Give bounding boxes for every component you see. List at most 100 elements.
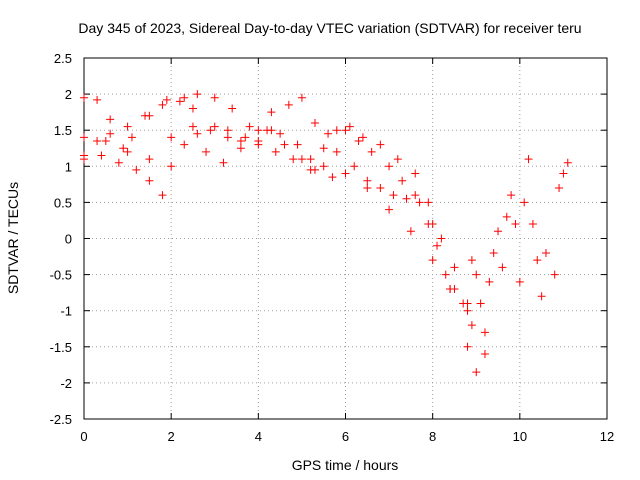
data-point xyxy=(167,162,176,171)
data-point xyxy=(145,111,154,120)
data-point xyxy=(441,270,450,279)
data-point xyxy=(463,342,472,351)
data-point xyxy=(188,104,197,113)
data-point xyxy=(507,191,516,200)
data-point xyxy=(228,104,237,113)
data-point xyxy=(555,183,564,192)
data-point xyxy=(367,147,376,156)
x-tick-label: 6 xyxy=(342,429,349,444)
data-point xyxy=(428,220,437,229)
data-point xyxy=(223,126,232,135)
data-point xyxy=(385,162,394,171)
data-point xyxy=(206,126,215,135)
data-point xyxy=(93,137,102,146)
data-point xyxy=(541,248,550,257)
data-point xyxy=(145,155,154,164)
data-point xyxy=(332,126,341,135)
data-point xyxy=(193,129,202,138)
data-point xyxy=(520,198,529,207)
data-point xyxy=(376,183,385,192)
data-point xyxy=(411,169,420,178)
data-point xyxy=(289,155,298,164)
y-tick-label: 0.5 xyxy=(54,195,72,210)
data-point xyxy=(236,137,245,146)
data-point xyxy=(485,277,494,286)
data-point xyxy=(236,144,245,153)
data-series xyxy=(80,93,476,330)
data-point xyxy=(297,93,306,102)
data-point xyxy=(119,144,128,153)
data-point xyxy=(162,95,171,104)
data-point xyxy=(494,227,503,236)
data-point xyxy=(332,147,341,156)
data-point xyxy=(223,133,232,142)
data-point xyxy=(145,176,154,185)
data-point xyxy=(559,169,568,178)
x-tick-label: 10 xyxy=(513,429,527,444)
data-point xyxy=(389,191,398,200)
data-point xyxy=(202,147,211,156)
data-points xyxy=(80,90,572,377)
data-point xyxy=(398,176,407,185)
data-point xyxy=(406,227,415,236)
data-point xyxy=(363,176,372,185)
data-point xyxy=(524,155,533,164)
y-tick-label: -1.5 xyxy=(50,340,72,355)
y-tick-label: -0.5 xyxy=(50,268,72,283)
data-point xyxy=(219,158,228,167)
data-point xyxy=(167,133,176,142)
data-point xyxy=(533,256,542,265)
data-point xyxy=(276,129,285,138)
data-series xyxy=(80,90,481,377)
y-tick-label: -1 xyxy=(60,304,72,319)
y-tick-label: 0 xyxy=(65,232,72,247)
data-point xyxy=(563,158,572,167)
data-point xyxy=(472,368,481,377)
data-point xyxy=(319,162,328,171)
data-point xyxy=(284,100,293,109)
data-point xyxy=(123,122,132,131)
data-point xyxy=(537,292,546,301)
y-tick-label: 2 xyxy=(65,87,72,102)
data-point xyxy=(345,122,354,131)
x-tick-label: 0 xyxy=(80,429,87,444)
data-point xyxy=(511,220,520,229)
data-point xyxy=(210,122,219,131)
y-axis-label: SDTVAR / TECUs xyxy=(5,182,21,294)
data-point xyxy=(267,126,276,135)
data-point xyxy=(402,194,411,203)
data-series xyxy=(80,93,472,308)
data-point xyxy=(393,155,402,164)
data-point xyxy=(341,169,350,178)
data-point xyxy=(132,165,141,174)
data-point xyxy=(254,126,263,135)
data-point xyxy=(297,155,306,164)
data-point xyxy=(350,162,359,171)
data-point xyxy=(428,256,437,265)
data-point xyxy=(310,165,319,174)
data-point xyxy=(80,93,88,102)
data-point xyxy=(498,263,507,272)
data-point xyxy=(114,158,123,167)
data-point xyxy=(97,151,106,160)
data-point xyxy=(480,350,489,359)
data-point xyxy=(411,191,420,200)
data-point xyxy=(363,183,372,192)
data-point xyxy=(424,198,433,207)
data-point xyxy=(267,108,276,117)
data-point xyxy=(437,234,446,243)
x-tick-label: 4 xyxy=(255,429,262,444)
data-point xyxy=(415,198,424,207)
data-point xyxy=(450,263,459,272)
data-point xyxy=(193,90,202,99)
data-point xyxy=(80,155,88,164)
data-series xyxy=(80,122,489,359)
data-point xyxy=(528,220,537,229)
data-point xyxy=(467,321,476,330)
data-point xyxy=(358,133,367,142)
data-point xyxy=(158,100,167,109)
data-point xyxy=(123,147,132,156)
data-point xyxy=(319,144,328,153)
